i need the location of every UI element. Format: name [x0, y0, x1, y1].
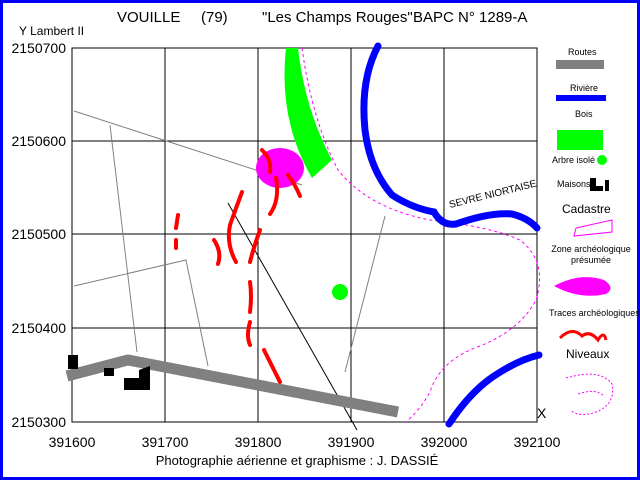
legend-label-routes: Routes — [568, 47, 597, 57]
y-tick-label: 2150300 — [11, 414, 66, 430]
legend-road-swatch — [556, 60, 604, 69]
legend-label-bois: Bois — [575, 109, 593, 119]
legend: Routes Rivière Bois Arbre isolé Maisons … — [549, 47, 640, 416]
y-tick-label: 2150700 — [11, 40, 66, 56]
legend-label-cadastre: Cadastre — [562, 202, 611, 216]
projection-label: Y Lambert II — [19, 24, 84, 38]
legend-tree-swatch — [597, 155, 607, 165]
x-tick-label: 391600 — [49, 434, 96, 450]
legend-label-traces: Traces archéologiques — [549, 308, 640, 318]
cadastre-parcels — [73, 110, 386, 373]
x-tick-label: 391800 — [235, 434, 282, 450]
river — [360, 42, 541, 232]
site-name: "Les Champs Rouges" — [262, 9, 413, 26]
archaeological-traces — [174, 148, 302, 384]
legend-levels-swatch — [577, 390, 605, 397]
y-tick-label: 2150600 — [11, 133, 66, 149]
legend-cadastre-swatch — [573, 219, 613, 237]
legend-label-riviere: Rivière — [570, 83, 598, 93]
x-tick-label: 391900 — [328, 434, 375, 450]
x-tick-labels: 391600 391700 391800 391900 392000 39210… — [49, 434, 561, 450]
site-bapc-number: BAPC N° 1289-A — [413, 9, 527, 26]
site-dept: (79) — [201, 9, 228, 26]
x-tick-label: 392100 — [514, 434, 561, 450]
isolated-tree — [332, 284, 348, 300]
contour-level — [301, 47, 541, 423]
cadastre-line — [227, 202, 358, 431]
legend-wood-swatch — [557, 130, 603, 150]
legend-river-swatch — [556, 95, 606, 101]
x-tick-label: 391700 — [142, 434, 189, 450]
y-tick-label: 2150500 — [11, 226, 66, 242]
legend-zone-swatch — [554, 277, 611, 296]
credit-line: Photographie aérienne et graphisme : J. … — [156, 453, 439, 468]
road — [65, 354, 400, 418]
houses — [68, 355, 150, 390]
corner-mark: X — [537, 405, 547, 421]
wood-area — [284, 48, 332, 178]
legend-house-swatch — [605, 180, 609, 191]
x-tick-label: 392000 — [421, 434, 468, 450]
legend-label-zone: Zone archéologique présumée — [551, 244, 631, 265]
legend-label-arbre: Arbre isolé — [552, 155, 595, 165]
y-tick-label: 2150400 — [11, 320, 66, 336]
river — [445, 351, 543, 428]
legend-levels-swatch — [565, 373, 614, 416]
y-tick-labels: 2150700 2150600 2150500 2150400 2150300 — [11, 40, 66, 430]
legend-label-niveaux: Niveaux — [566, 347, 609, 361]
legend-house-swatch — [590, 178, 603, 191]
legend-label-maisons: Maisons — [557, 179, 591, 189]
site-place: VOUILLE — [117, 9, 180, 26]
legend-traces-swatch — [558, 330, 608, 343]
